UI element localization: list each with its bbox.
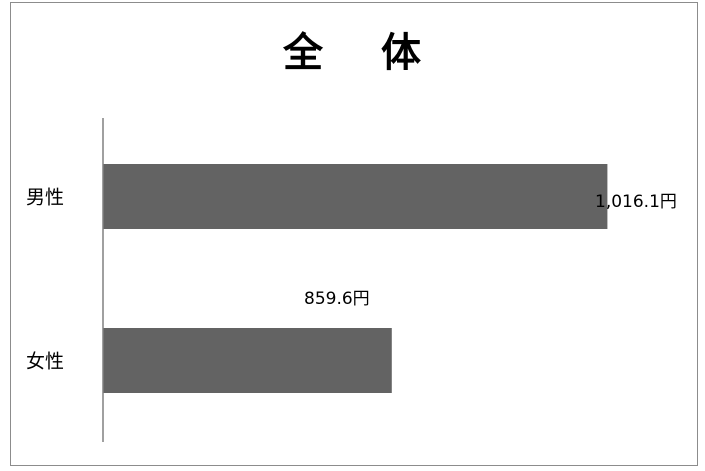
data-label-female: 859.6円	[304, 289, 370, 309]
category-label-female: 女性	[26, 351, 64, 373]
category-label-male: 男性	[26, 187, 64, 209]
chart-title: 全 体	[282, 30, 443, 76]
bar-male	[103, 164, 608, 229]
data-label-male: 1,016.1円	[595, 192, 677, 212]
bar-female	[103, 328, 392, 393]
